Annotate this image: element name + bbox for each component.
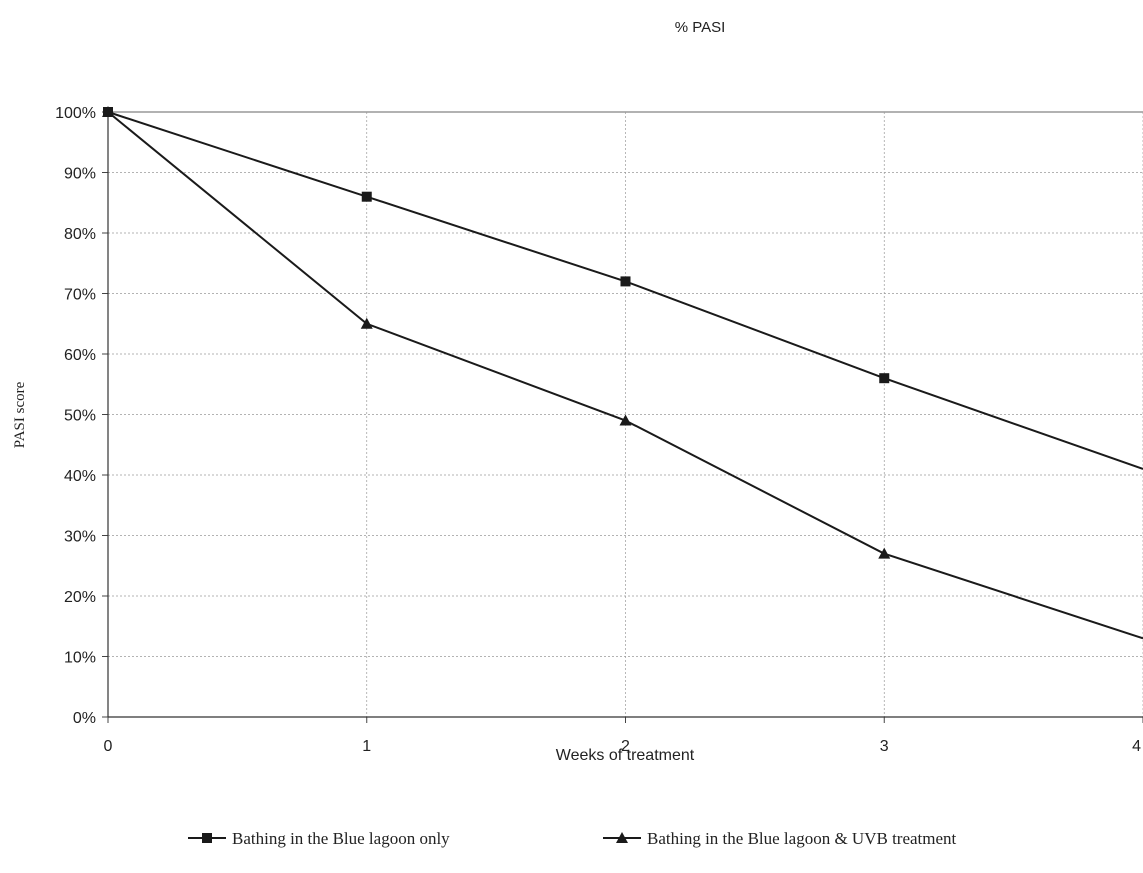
legend-label: Bathing in the Blue lagoon only: [232, 829, 450, 848]
data-point: [878, 547, 891, 559]
x-tick-label: 0: [104, 738, 113, 755]
data-point: [879, 373, 890, 384]
series-lines: [102, 106, 1143, 640]
y-tick-labels: 0% 10% 20% 30% 40% 50% 60% 70% 80% 90% 100%: [55, 105, 96, 727]
y-tick-label: 30%: [64, 529, 96, 546]
chart-title: % PASI: [675, 19, 726, 36]
y-tick-label: 50%: [64, 408, 96, 425]
data-point: [619, 414, 632, 426]
x-tick-label: 3: [880, 738, 889, 755]
y-tick-label: 0%: [73, 710, 96, 727]
y-tick-label: 100%: [55, 105, 96, 122]
x-tick-label: 1: [362, 738, 371, 755]
y-tick-label: 10%: [64, 650, 96, 667]
legend-label: Bathing in the Blue lagoon & UVB treatme…: [647, 829, 957, 848]
y-tick-label: 40%: [64, 468, 96, 485]
data-point: [620, 276, 631, 287]
legend-item-2: Bathing in the Blue lagoon & UVB treatme…: [603, 829, 957, 848]
y-tick-label: 90%: [64, 166, 96, 183]
y-axis-label: PASI score: [12, 381, 28, 448]
legend-marker: [616, 832, 628, 843]
legend-marker: [202, 833, 212, 843]
series-1: [103, 107, 1143, 470]
y-tick-label: 20%: [64, 589, 96, 606]
y-tick-label: 80%: [64, 226, 96, 243]
x-tick-label: 4: [1132, 738, 1141, 755]
axes: [102, 111, 1143, 723]
series-line: [107, 111, 1143, 640]
x-tick-label: 2: [621, 738, 630, 755]
gridlines: [108, 111, 1143, 717]
data-point: [102, 106, 114, 117]
x-axis-label: Weeks of treatment: [556, 747, 695, 764]
data-point: [361, 191, 372, 202]
data-point: [360, 317, 373, 329]
y-tick-label: 60%: [64, 347, 96, 364]
y-tick-label: 70%: [64, 287, 96, 304]
series-2: [102, 106, 1143, 640]
legend: Bathing in the Blue lagoon only Bathing i…: [188, 829, 957, 848]
x-tick-labels: 0 1 2 3 4: [104, 738, 1142, 755]
legend-item-1: Bathing in the Blue lagoon only: [188, 829, 450, 848]
